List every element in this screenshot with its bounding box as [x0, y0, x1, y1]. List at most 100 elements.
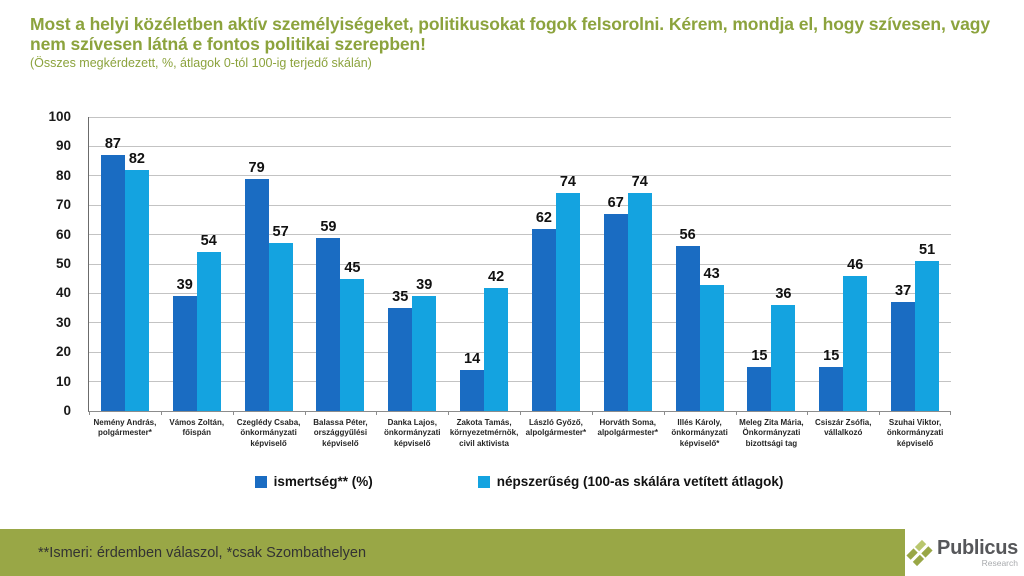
legend-label: ismertség** (%): [273, 474, 373, 489]
x-axis-tick: [232, 411, 234, 415]
x-axis-tick: [807, 411, 809, 415]
x-axis-tick: [735, 411, 737, 415]
y-axis-tick-label: 30: [55, 314, 71, 330]
bar-ismertseg: [531, 228, 556, 411]
value-label: 15: [823, 347, 840, 364]
category-label: Szuhai Viktor, önkormányzati képviselő: [886, 418, 944, 448]
logo-subtitle: Research: [981, 558, 1018, 569]
value-label: 36: [775, 286, 792, 303]
gridline: [89, 263, 951, 265]
bar-ismertseg: [388, 308, 413, 411]
value-label: 74: [631, 174, 648, 191]
x-axis-tick: [663, 411, 665, 415]
legend-swatch: [254, 475, 267, 488]
legend-item: ismertség** (%): [254, 474, 373, 489]
value-label: 79: [248, 159, 265, 176]
value-label: 46: [847, 256, 864, 273]
bar-ismertseg: [100, 155, 125, 411]
value-label: 45: [344, 259, 361, 276]
value-label: 82: [128, 150, 145, 167]
y-axis-tick-label: 0: [63, 403, 71, 418]
bar-nepszeruseg: [915, 261, 940, 411]
bar-ismertseg: [819, 366, 844, 411]
y-axis-tick-label: 100: [48, 109, 71, 124]
y-axis-tick-label: 20: [55, 344, 71, 360]
footnote: **Ismeri: érdemben válaszol, *csak Szomb…: [38, 544, 367, 561]
plot-area: Nemény András, polgármester* 87 82 Vámos Zo…: [88, 116, 951, 448]
x-axis-tick: [376, 411, 378, 415]
y-axis-tick-label: 50: [55, 256, 71, 271]
y-axis-tick-label: 60: [55, 226, 71, 242]
bar-nepszeruseg: [627, 193, 652, 411]
bar-nepszeruseg: [340, 278, 365, 411]
bar-ismertseg: [172, 296, 197, 411]
bar-ismertseg: [603, 214, 628, 411]
logo-text: Publicus Research: [937, 538, 1018, 568]
y-axis-labels: 0 10 20 30 40 50 60 70 80 90 100: [28, 109, 80, 418]
category-label: Illés Károly, önkormányzati képviselő*: [671, 418, 728, 448]
category-label: Czeglédy Csaba, önkormányzati képviselő: [236, 418, 301, 448]
bar-ismertseg: [244, 178, 269, 411]
gridline: [89, 234, 951, 236]
bar-nepszeruseg: [124, 169, 149, 411]
legend: ismertség** (%) népszerűség (100-as skálá…: [88, 474, 950, 489]
value-label: 14: [464, 350, 481, 367]
x-axis-tick: [160, 411, 162, 415]
value-label: 54: [200, 233, 217, 250]
chart-subtitle: (Összes megkérdezett, %, átlagok 0-tól 1…: [30, 55, 372, 70]
y-axis-tick-label: 40: [55, 285, 71, 301]
x-axis-tick: [950, 411, 951, 415]
value-label: 57: [272, 224, 289, 241]
bar-ismertseg: [675, 246, 700, 411]
x-axis-tick: [520, 411, 521, 415]
gridline: [89, 116, 951, 118]
bar-nepszeruseg: [412, 296, 437, 411]
value-label: 15: [751, 347, 768, 364]
legend-item: népszerűség (100-as skálára vetített átl…: [477, 474, 784, 489]
bar-nepszeruseg: [555, 193, 580, 411]
category-label: Nemény András, polgármester*: [93, 418, 157, 438]
chart-title: Most a helyi közéletben aktív személyisé…: [30, 14, 990, 55]
category-label: Balassa Péter, országgyűlési képviselő: [313, 418, 368, 448]
category-label: Csiszár Zsófia, vállalkozó: [815, 418, 872, 438]
x-axis-tick: [879, 411, 881, 415]
bar-ismertseg: [891, 302, 916, 411]
publicus-diamonds-icon: [906, 539, 933, 567]
category-label: Vámos Zoltán, főispán: [169, 418, 225, 438]
bar-nepszeruseg: [268, 243, 293, 411]
value-label: 51: [919, 242, 936, 259]
legend-label: népszerűség (100-as skálára vetített átl…: [496, 474, 784, 489]
bar-nepszeruseg: [771, 305, 796, 411]
value-label: 62: [535, 209, 552, 226]
x-axis-tick: [89, 411, 90, 415]
y-axis-tick-label: 90: [55, 138, 71, 154]
category-label: László Győző, alpolgármester*: [525, 418, 587, 438]
value-label: 42: [488, 268, 505, 285]
value-label: 39: [176, 277, 193, 294]
value-label: 35: [392, 289, 409, 306]
category-label: Horváth Soma, alpolgármester*: [597, 418, 658, 438]
header: Most a helyi közéletben aktív személyisé…: [30, 14, 996, 71]
x-axis-tick: [304, 411, 306, 415]
value-label: 87: [104, 136, 121, 153]
footer-band: **Ismeri: érdemben válaszol, *csak Szomb…: [0, 529, 905, 576]
category-label: Danka Lajos, önkormányzati képviselő: [384, 418, 441, 448]
bar-nepszeruseg: [484, 287, 509, 411]
value-label: 56: [679, 227, 696, 244]
bar-nepszeruseg: [699, 284, 724, 411]
category-label: Zakota Tamás, környezetmérnök, civil akt…: [449, 418, 519, 448]
x-axis-tick: [591, 411, 593, 415]
bar-ismertseg: [460, 369, 485, 411]
gridline: [89, 175, 951, 177]
value-label: 37: [895, 283, 912, 300]
value-label: 43: [703, 265, 720, 282]
y-axis-tick-label: 70: [55, 197, 71, 213]
gridline: [89, 351, 951, 353]
category-label: Meleg Zita Mária, Önkormányzati bizottsá…: [739, 418, 804, 448]
bar-nepszeruseg: [843, 275, 868, 411]
y-axis-tick-label: 10: [55, 373, 71, 389]
bar-ismertseg: [316, 237, 341, 411]
value-label: 39: [416, 277, 433, 294]
publicus-logo: Publicus Research: [906, 533, 1018, 573]
